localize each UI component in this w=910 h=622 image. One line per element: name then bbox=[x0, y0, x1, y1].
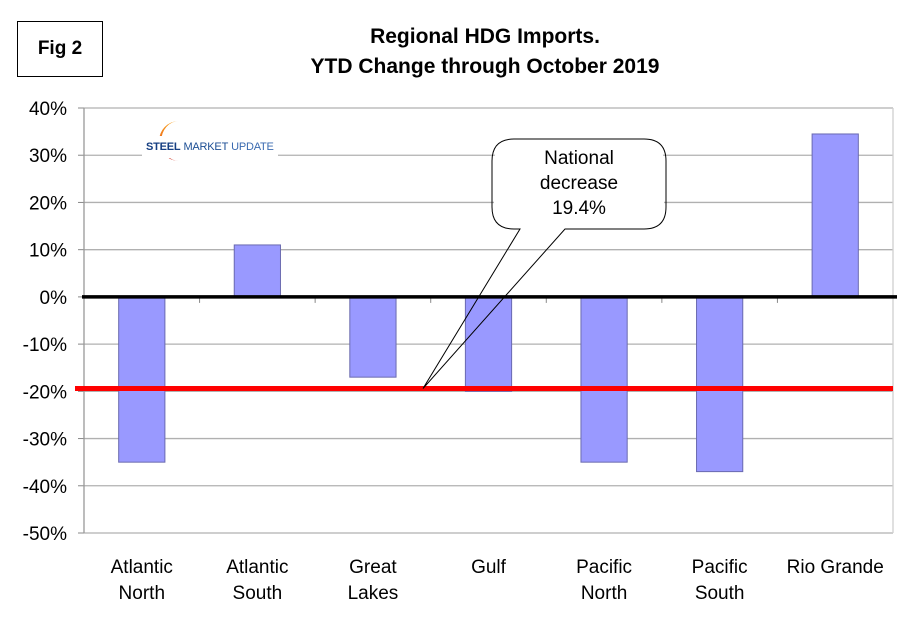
x-category-label: Rio Grande bbox=[787, 557, 884, 578]
x-category-label-line: Rio Grande bbox=[787, 557, 884, 578]
bar bbox=[233, 244, 281, 298]
x-category-label: Atlantic North bbox=[111, 557, 173, 604]
callout-line-3: 19.4% bbox=[552, 198, 606, 219]
bar bbox=[696, 296, 744, 473]
callout-bubble-fill bbox=[494, 141, 664, 227]
y-tick-label: 30% bbox=[29, 146, 67, 167]
x-category-label-line: Atlantic bbox=[111, 557, 173, 578]
y-tick-label: 10% bbox=[29, 241, 67, 262]
bar bbox=[464, 296, 513, 392]
bar bbox=[349, 296, 397, 378]
y-tick-label: -30% bbox=[23, 430, 67, 451]
y-tick-label: -20% bbox=[23, 382, 67, 403]
chart-title: Regional HDG Imports. YTD Change through… bbox=[260, 22, 710, 82]
callout-line-2: decrease bbox=[539, 173, 619, 194]
y-tick-label: 20% bbox=[29, 193, 67, 214]
y-tick-label: -40% bbox=[23, 477, 67, 498]
steel-market-update-logo: STEEL MARKET UPDATE bbox=[142, 136, 278, 158]
logo-text-market: MARKET bbox=[183, 141, 229, 153]
chart-title-line1: Regional HDG Imports. bbox=[370, 25, 600, 48]
x-category-label: Atlantic South bbox=[226, 557, 288, 604]
reference-lines bbox=[75, 295, 897, 391]
x-category-label: Pacific South bbox=[692, 557, 748, 604]
bar bbox=[811, 133, 859, 298]
x-category-label-line: Great bbox=[349, 557, 397, 578]
x-category-label-line: Pacific bbox=[692, 557, 748, 578]
bars bbox=[118, 133, 859, 473]
callout bbox=[422, 138, 667, 389]
y-tick-label: 40% bbox=[29, 99, 67, 120]
x-category-label-line: South bbox=[233, 583, 283, 604]
tick-labels: 40% 30% 20% 10% 0% -10% -20% -30% -40% -50% Atlant… bbox=[23, 99, 884, 604]
y-tick-label: -10% bbox=[23, 335, 67, 356]
chart-subtitle: YTD Change through October 2019 bbox=[310, 55, 660, 78]
x-category-label: Gulf bbox=[471, 557, 507, 578]
x-category-label-line: Atlantic bbox=[226, 557, 288, 578]
x-category-label-line: South bbox=[695, 583, 745, 604]
x-category-label-line: Lakes bbox=[348, 583, 399, 604]
x-category-label-line: North bbox=[581, 583, 627, 604]
y-tick-label: 0% bbox=[40, 288, 68, 309]
x-category-label: Great Lakes bbox=[348, 557, 399, 604]
logo-text-steel: STEEL bbox=[146, 141, 181, 153]
bar bbox=[118, 296, 166, 463]
callout-text: National decrease 19.4% bbox=[492, 146, 666, 221]
callout-line-1: National bbox=[544, 148, 614, 169]
bar bbox=[580, 296, 628, 463]
x-category-label-line: North bbox=[119, 583, 165, 604]
x-category-label: Pacific North bbox=[576, 557, 632, 604]
callout-bubble bbox=[422, 138, 667, 389]
figure-label: Fig 2 bbox=[17, 21, 103, 77]
x-category-label-line: Pacific bbox=[576, 557, 632, 578]
y-tick-label: -50% bbox=[23, 524, 67, 545]
logo-text-update: UPDATE bbox=[231, 141, 274, 153]
x-category-label-line: Gulf bbox=[471, 557, 507, 578]
